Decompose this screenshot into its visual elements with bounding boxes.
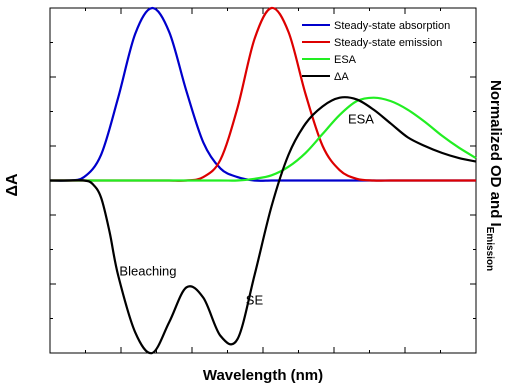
x-axis-title: Wavelength (nm) xyxy=(203,367,323,384)
y-axis-title-right: Normalized OD and IEmission xyxy=(484,80,504,271)
legend-label-absorption: Steady-state absorption xyxy=(334,20,450,32)
y-axis-title-left: ΔA xyxy=(4,173,21,197)
series-line-delta-a xyxy=(50,96,477,355)
y-axis-title-right-main: Normalized OD and I xyxy=(487,80,504,227)
legend-label-emission: Steady-state emission xyxy=(334,37,442,49)
legend: Steady-state absorption Steady-state emi… xyxy=(302,20,450,83)
legend-label-delta-a: ΔA xyxy=(334,71,349,83)
legend-label-esa: ESA xyxy=(334,54,357,66)
y-axis-title-right-subscript: Emission xyxy=(484,227,495,271)
series-line-esa xyxy=(50,96,477,182)
annotation-layer: Bleaching SE ESA xyxy=(119,112,374,308)
series-line-steady-state-emission xyxy=(50,6,476,182)
annotation-bleaching: Bleaching xyxy=(119,263,176,278)
series-line-steady-state-absorption xyxy=(49,6,476,182)
annotation-esa: ESA xyxy=(348,112,374,127)
annotation-se: SE xyxy=(246,293,264,308)
series-layer xyxy=(49,6,477,355)
